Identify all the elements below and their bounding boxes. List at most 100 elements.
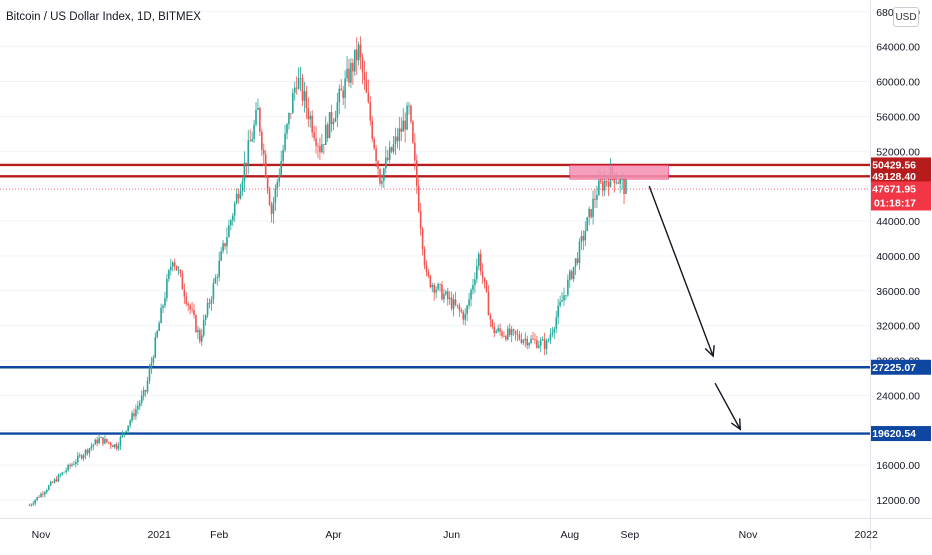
candle-body (315, 138, 317, 146)
x-tick-label: 2021 (147, 529, 171, 541)
candle-body (274, 188, 277, 203)
candle-body (200, 335, 203, 342)
candle-body (346, 68, 348, 79)
y-tick-label: 52000.00 (876, 146, 920, 158)
candle-body (439, 284, 441, 285)
candle-body (113, 444, 116, 448)
candle-body (493, 326, 496, 334)
candle-body (125, 430, 128, 433)
x-tick-label: Aug (560, 529, 579, 541)
y-tick-label: 32000.00 (876, 321, 920, 333)
y-tick-label: 24000.00 (876, 390, 920, 402)
candle-body (214, 277, 217, 284)
candle-body (156, 330, 159, 337)
candle-body (100, 437, 102, 439)
candle-body (569, 271, 571, 280)
candle-body (445, 291, 447, 295)
candle-body (379, 169, 381, 184)
candle-body (65, 470, 67, 472)
candle-body (507, 328, 509, 340)
candle-body (410, 105, 412, 122)
y-tick-label: 44000.00 (876, 216, 920, 228)
candle-body (44, 492, 46, 495)
candle-body (135, 409, 137, 417)
candle-body (210, 299, 213, 304)
candle-body (61, 472, 64, 475)
candle-body (605, 180, 608, 183)
candle-body (63, 471, 66, 473)
candle-body (330, 112, 333, 125)
candle-body (615, 182, 618, 184)
candle-body (123, 432, 126, 434)
candle-body (164, 298, 166, 306)
candle-body (336, 102, 339, 118)
y-tick-label: 12000.00 (876, 495, 920, 507)
candle-body (476, 266, 478, 280)
candle-body (297, 78, 300, 89)
candle-body (152, 357, 155, 363)
candle-body (470, 289, 472, 300)
candle-body (243, 162, 246, 182)
candle-body (77, 455, 79, 463)
candle-body (251, 139, 253, 142)
currency-button[interactable]: USD (893, 7, 919, 27)
candle-body (40, 493, 42, 498)
candle-body (193, 309, 195, 316)
candle-body (86, 449, 89, 454)
candle-body (369, 102, 372, 121)
candle-body (90, 446, 93, 449)
candle-body (319, 146, 321, 153)
candle-body (400, 128, 403, 132)
candle-body (42, 493, 44, 495)
last-price-tag-text: 47671.95 (872, 183, 916, 195)
candle-body (421, 228, 424, 249)
candle-body (526, 338, 528, 346)
y-tick-label: 40000.00 (876, 251, 920, 263)
candle-body (584, 230, 587, 241)
candle-body (367, 92, 370, 103)
candle-body (272, 202, 275, 214)
candle-body (619, 178, 621, 184)
candle-body (520, 339, 523, 343)
candle-body (437, 284, 439, 290)
x-tick-label: Sep (621, 529, 640, 541)
x-tick-label: Jun (443, 529, 460, 541)
candle-body (160, 307, 162, 324)
candle-body (266, 177, 269, 191)
candle-body (237, 193, 240, 199)
price-tag-text: 19620.54 (872, 428, 916, 440)
candle-body (450, 297, 453, 309)
candle-body (142, 390, 145, 396)
candle-body (280, 161, 282, 176)
candle-body (231, 215, 234, 221)
candle-body (109, 442, 112, 446)
candle-body (137, 406, 139, 410)
candle-body (199, 330, 201, 342)
candle-body (191, 309, 193, 311)
candle-body (264, 154, 267, 178)
candle-body (433, 285, 436, 293)
candle-body (208, 302, 211, 304)
candle-body (417, 186, 420, 212)
candle-body (499, 328, 501, 332)
candle-body (342, 90, 344, 98)
candle-body (365, 79, 368, 93)
candle-body (282, 149, 284, 162)
candle-body (586, 217, 589, 231)
candle-body (284, 133, 286, 150)
candle-body (386, 157, 389, 160)
candle-body (617, 182, 620, 184)
candle-body (53, 479, 56, 483)
candle-body (551, 332, 554, 335)
candle-body (171, 262, 174, 267)
candle-body (543, 339, 546, 349)
candle-body (129, 420, 131, 426)
candle-body (338, 88, 341, 103)
candle-body (323, 144, 325, 146)
candle-body (177, 270, 180, 271)
candle-body (46, 489, 48, 493)
candle-body (596, 194, 598, 200)
candle-body (557, 305, 559, 318)
